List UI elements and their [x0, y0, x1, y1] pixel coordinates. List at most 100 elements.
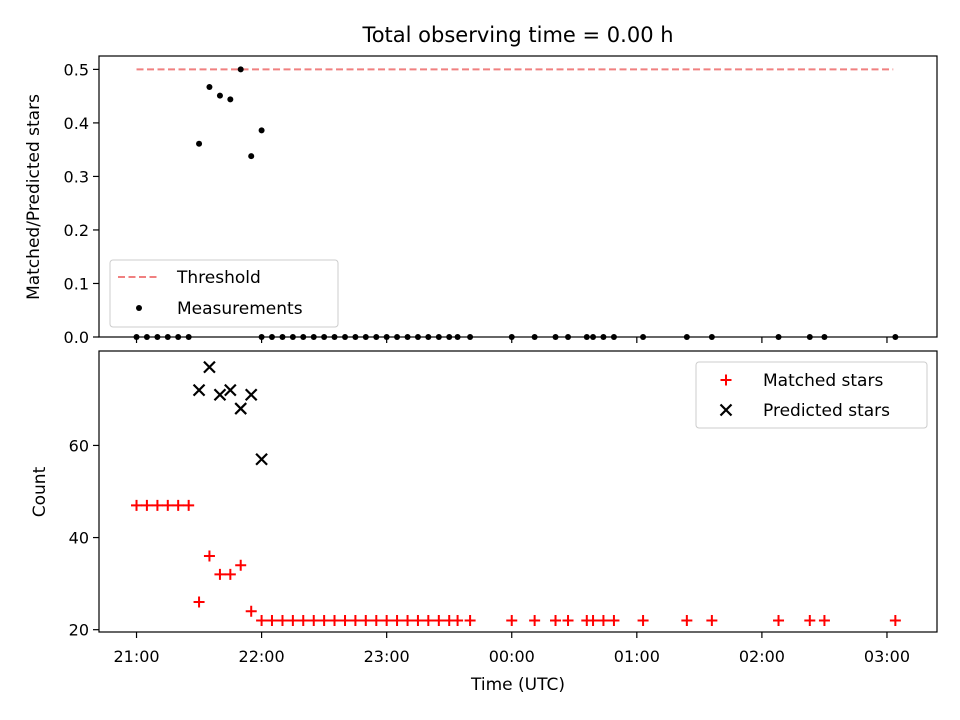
measurement-point [216, 92, 223, 99]
matched-star-point [804, 614, 816, 626]
y-tick-label: 0.2 [64, 221, 89, 240]
y-axis: 0.0 0.1 0.2 0.3 0.4 0.5 [64, 60, 99, 347]
matched-star-point [529, 614, 541, 626]
matched-star-point [151, 499, 163, 511]
matched-star-point [318, 614, 330, 626]
y-tick-label: 0.0 [64, 328, 89, 347]
matched-star-point [183, 499, 195, 511]
legend-predicted-label: Predicted stars [763, 401, 890, 421]
measurement-point [258, 127, 265, 134]
matched-star-point [773, 614, 785, 626]
legend-measurements-swatch [136, 305, 142, 311]
legend-predicted-swatch [719, 403, 733, 417]
legend-threshold-label: Threshold [176, 268, 261, 288]
legend-measurements-label: Measurements [177, 299, 303, 319]
matched-star-point [433, 614, 445, 626]
matched-star-point [329, 614, 341, 626]
matched-star-point [889, 614, 901, 626]
matched-star-point [452, 614, 464, 626]
legend: Threshold Measurements [109, 259, 339, 328]
y-tick-label: 20 [69, 621, 89, 640]
matched-star-point [245, 605, 257, 617]
legend: Matched stars Predicted stars [695, 361, 928, 429]
x-tick-label: 01:00 [614, 647, 660, 666]
measurement-point [227, 96, 234, 103]
matched-star-point [224, 568, 236, 580]
bottom-panel: Count Time (UTC) 20 40 60 21:00 22:00 23:00 0… [30, 350, 938, 695]
matched-star-point [681, 614, 693, 626]
chart-title: Total observing time = 0.00 h [361, 23, 673, 47]
plot-frame [98, 350, 938, 633]
measurement-point [196, 140, 203, 147]
matched-star-point [203, 550, 215, 562]
x-tick-label: 00:00 [489, 647, 535, 666]
x-tick-label: 02:00 [739, 647, 785, 666]
data-marks [131, 360, 901, 626]
matched-star-point [637, 614, 649, 626]
x-tick-label: 21:00 [113, 647, 159, 666]
predicted-star-point [224, 383, 237, 397]
matched-star-point [162, 499, 174, 511]
measurement-point [237, 66, 244, 73]
matched-star-point [308, 614, 320, 626]
y-tick-label: 0.1 [64, 274, 89, 293]
top-panel: Total observing time = 0.00 h Matched/Pr… [24, 23, 938, 347]
matched-star-point [391, 614, 403, 626]
predicted-star-point [255, 452, 268, 466]
matched-star-point [266, 614, 278, 626]
matched-star-point [141, 499, 153, 511]
predicted-star-point [234, 402, 247, 415]
matched-star-point [339, 614, 351, 626]
x-tick-label: 23:00 [364, 647, 410, 666]
plot-frame [98, 55, 938, 338]
predicted-star-point [244, 388, 258, 402]
matched-star-point [276, 614, 288, 626]
y-tick-label: 60 [69, 436, 89, 455]
matched-star-point [193, 596, 205, 608]
matched-star-point [818, 614, 830, 626]
matched-star-point [256, 614, 268, 626]
matched-star-point [608, 614, 620, 626]
y-axis: 20 40 60 [69, 436, 99, 640]
matched-star-point [412, 614, 424, 626]
x-tick-label: 22:00 [239, 647, 285, 666]
predicted-star-point [203, 360, 216, 374]
matched-star-point [381, 614, 393, 626]
matched-star-point [370, 614, 382, 626]
matched-star-point [464, 614, 476, 626]
measurement-point [248, 153, 255, 160]
y-tick-label: 40 [69, 529, 89, 548]
matched-star-point [550, 614, 562, 626]
y-axis-label: Matched/Predicted stars [24, 94, 44, 300]
matched-star-point [131, 499, 143, 511]
matched-star-point [297, 614, 309, 626]
matched-star-point [235, 559, 247, 571]
predicted-star-point [213, 388, 227, 402]
matched-star-point [214, 568, 226, 580]
predicted-star-point [192, 383, 206, 397]
matched-star-point [287, 614, 299, 626]
legend-box [695, 361, 928, 429]
legend-matched-label: Matched stars [763, 371, 883, 391]
x-tick-label: 03:00 [864, 647, 910, 666]
matched-star-point [402, 614, 414, 626]
legend-box [109, 259, 339, 328]
x-axis-ticks [135, 337, 888, 343]
matched-star-point [587, 614, 599, 626]
measurement-point [206, 84, 213, 91]
matched-star-point [562, 614, 574, 626]
matched-star-point [172, 499, 184, 511]
matched-star-point [706, 614, 718, 626]
y-axis-label: Count [30, 466, 50, 517]
legend-matched-swatch [720, 374, 732, 386]
matched-star-point [349, 614, 361, 626]
matched-star-point [506, 614, 518, 626]
x-axis: 21:00 22:00 23:00 00:00 01:00 02:00 03:00 [113, 632, 910, 666]
matched-star-point [360, 614, 372, 626]
matched-star-point [597, 614, 609, 626]
matched-star-point [422, 614, 434, 626]
y-tick-label: 0.4 [64, 114, 89, 133]
y-tick-label: 0.3 [64, 167, 89, 186]
x-axis-label: Time (UTC) [470, 675, 565, 695]
